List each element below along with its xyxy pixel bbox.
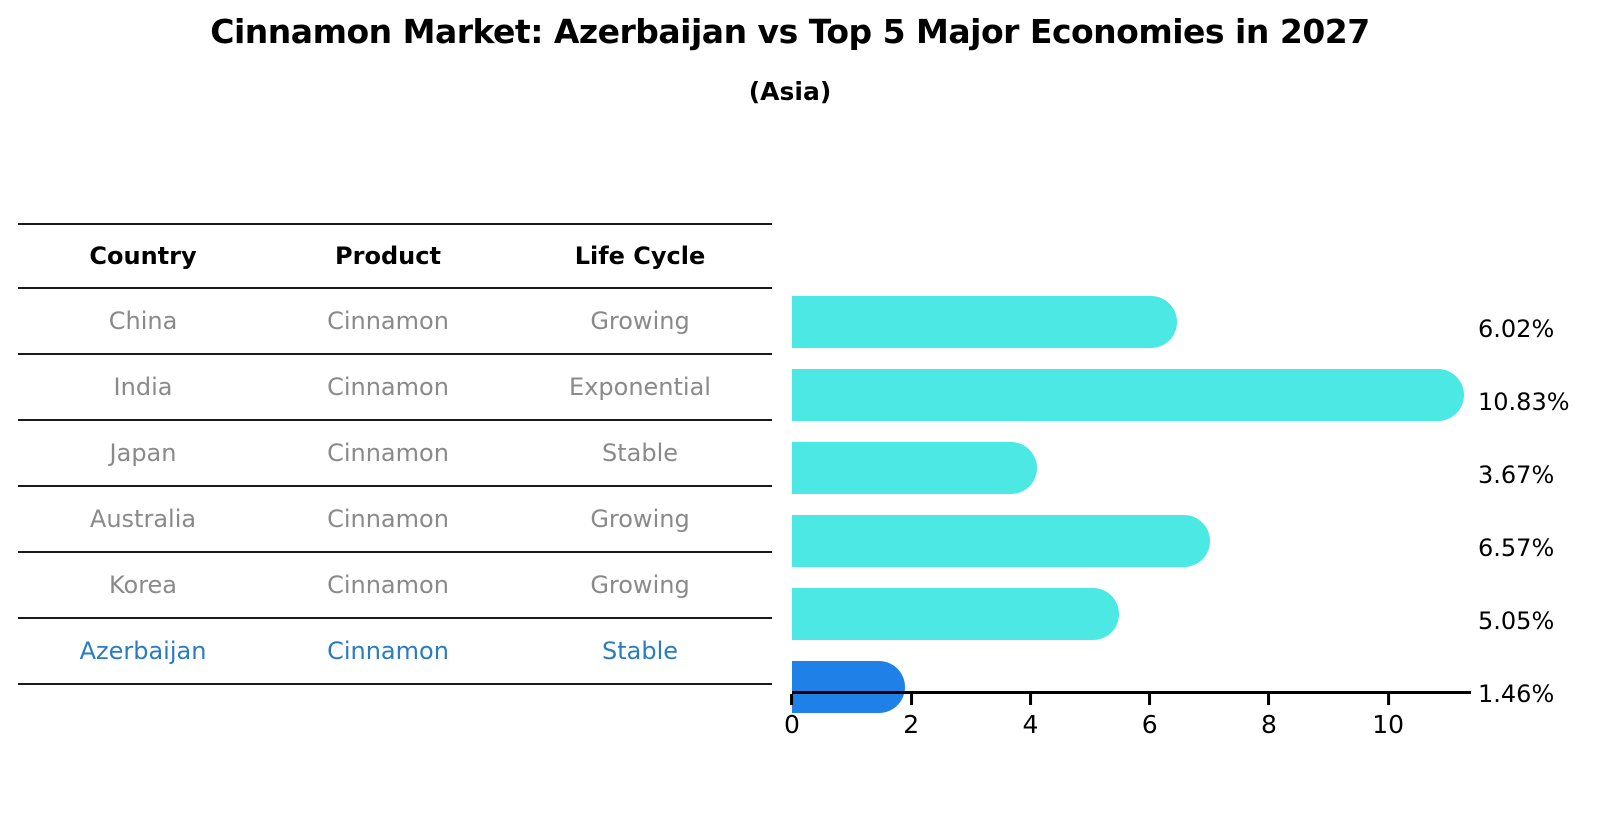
x-tick: 10	[1372, 694, 1404, 739]
cell-country: China	[108, 307, 178, 335]
x-tick-mark	[1029, 694, 1032, 705]
country-table: Country Product Life Cycle China Cinnamo…	[18, 223, 772, 685]
cell-life-cycle: Growing	[590, 571, 690, 599]
chart-title: Cinnamon Market: Azerbaijan vs Top 5 Maj…	[210, 12, 1370, 51]
column-header-life-cycle: Life Cycle	[574, 242, 706, 270]
cell-country: Australia	[89, 505, 197, 533]
table-header-row: Country Product Life Cycle	[18, 223, 772, 289]
cell-country: India	[113, 373, 173, 401]
x-tick-mark	[1148, 694, 1152, 705]
x-tick-label: 10	[1372, 710, 1404, 739]
cell-country: Japan	[109, 439, 177, 467]
x-tick-label: 2	[903, 710, 920, 739]
table-row: Korea Cinnamon Growing	[18, 553, 772, 619]
column-header-country: Country	[89, 242, 197, 270]
cell-product: Cinnamon	[327, 637, 449, 665]
cell-life-cycle: Growing	[590, 307, 690, 335]
bar-chart: 6.02% 10.83% 3.67% 6.57% 5.05% 1.46% 0 2 4…	[784, 289, 1604, 789]
bar-value-label: 1.46%	[1478, 680, 1555, 708]
chart-row: 10.83%	[792, 369, 1604, 435]
column-header-product: Product	[335, 242, 441, 270]
chart-row: 6.02%	[792, 296, 1604, 362]
bar	[792, 442, 1037, 494]
table-row: Azerbaijan Cinnamon Stable	[18, 619, 772, 685]
chart-subtitle: (Asia)	[748, 77, 832, 106]
table-row: Japan Cinnamon Stable	[18, 421, 772, 487]
cell-country: Korea	[108, 571, 178, 599]
cell-product: Cinnamon	[327, 439, 449, 467]
bar-value-label: 6.57%	[1478, 534, 1555, 562]
bar	[792, 369, 1464, 421]
cell-life-cycle: Exponential	[569, 373, 711, 401]
x-tick-label: 8	[1260, 710, 1277, 739]
cell-life-cycle: Stable	[601, 637, 679, 665]
bar-value-label: 3.67%	[1478, 461, 1555, 489]
x-tick-label: 4	[1022, 710, 1039, 739]
cell-product: Cinnamon	[327, 307, 449, 335]
chart-row: 3.67%	[792, 442, 1604, 508]
x-tick: 8	[1261, 694, 1277, 739]
x-tick-label: 6	[1141, 710, 1158, 739]
bar-value-label: 5.05%	[1478, 607, 1555, 635]
x-tick-label: 0	[784, 710, 800, 739]
chart-row: 1.46%	[792, 661, 1604, 727]
cell-country: Azerbaijan	[79, 637, 207, 665]
bar	[792, 515, 1210, 567]
cell-life-cycle: Growing	[590, 505, 690, 533]
table-row: India Cinnamon Exponential	[18, 355, 772, 421]
x-tick: 4	[1022, 694, 1039, 739]
chart-row: 5.05%	[792, 588, 1604, 654]
x-tick-mark	[790, 694, 794, 705]
table-row: Australia Cinnamon Growing	[18, 487, 772, 553]
cell-product: Cinnamon	[327, 571, 449, 599]
x-tick-mark	[1386, 694, 1390, 705]
cell-product: Cinnamon	[327, 373, 449, 401]
bars-area: 6.02% 10.83% 3.67% 6.57% 5.05% 1.46%	[792, 296, 1604, 727]
bar-value-label: 6.02%	[1478, 315, 1555, 343]
cell-product: Cinnamon	[327, 505, 449, 533]
x-tick-mark	[909, 694, 913, 705]
table-row: China Cinnamon Growing	[18, 289, 772, 355]
x-axis: 0 2 4 6 8 10	[784, 691, 1471, 739]
table-body: China Cinnamon Growing India Cinnamon Ex…	[18, 289, 772, 685]
chart-row: 6.57%	[792, 515, 1604, 581]
bar	[792, 661, 905, 713]
bar-value-label: 10.83%	[1478, 388, 1570, 416]
cell-life-cycle: Stable	[601, 439, 679, 467]
bar	[792, 588, 1119, 640]
x-tick: 0	[784, 694, 800, 739]
x-tick-mark	[1267, 694, 1271, 705]
bar	[792, 296, 1177, 348]
x-tick: 6	[1142, 694, 1158, 739]
x-tick: 2	[903, 694, 919, 739]
